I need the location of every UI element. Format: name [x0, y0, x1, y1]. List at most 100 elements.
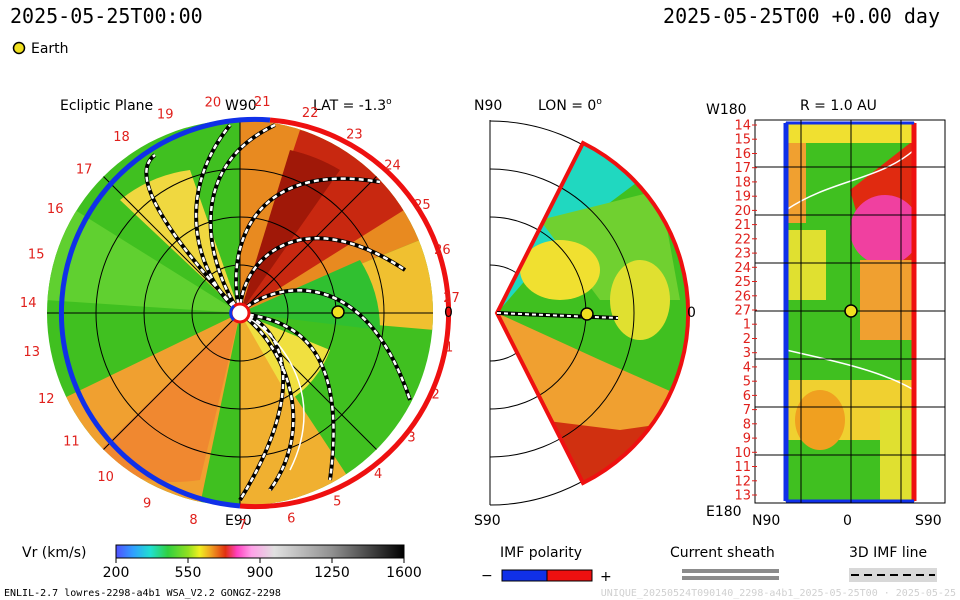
radial-tick-label: 16 — [734, 147, 751, 162]
radial-tick-label: 20 — [734, 204, 751, 219]
radial-tick-label: 21 — [734, 218, 751, 233]
colorbar-gradient — [115, 544, 405, 559]
radial-tick-label: 3 — [743, 346, 751, 361]
footer-run-id: UNIQUE_20250524T090140_2298-a4b1_2025-05… — [601, 588, 956, 599]
imf-line-title: 3D IMF line — [849, 545, 927, 561]
polarity-negative-swatch — [501, 569, 548, 582]
radial-x-label-s90: S90 — [915, 513, 942, 529]
carrington-tick-label: 3 — [407, 431, 415, 446]
carrington-tick-label: 10 — [97, 470, 114, 485]
radial-x-label-n90: N90 — [752, 513, 780, 529]
radial-tick-label: 13 — [734, 489, 751, 504]
polarity-rim-negative — [58, 116, 271, 509]
radial-tick-label: 12 — [734, 474, 751, 489]
carrington-tick-label: 26 — [434, 243, 451, 258]
carrington-tick-label: 11 — [63, 435, 80, 450]
meridional-top-label: N90 — [474, 98, 502, 114]
radial-tick-label: 9 — [743, 432, 751, 447]
radial-tick-label: 19 — [734, 190, 751, 205]
meridional-wedge-outline — [494, 140, 691, 486]
carrington-tick-label: 19 — [157, 108, 174, 123]
meridional-panel: N90 S90 LON = 0o 0 — [474, 97, 696, 529]
radial-bottom-left-label: E180 — [706, 504, 742, 520]
radial-tick-label: 25 — [734, 275, 751, 290]
radial-tick-label: 14 — [734, 119, 751, 134]
radial-tick-label: 23 — [734, 247, 751, 262]
carrington-tick-label: 15 — [28, 248, 45, 263]
colorbar-tick-label: 550 — [175, 565, 202, 581]
imf-polarity-title: IMF polarity — [500, 545, 582, 561]
colorbar-tick-label: 1250 — [314, 565, 350, 581]
earth-legend-label: Earth — [31, 41, 69, 57]
carrington-tick-label: 22 — [302, 106, 319, 121]
radial-tick-label: 7 — [743, 403, 751, 418]
radial-tick-label: 17 — [734, 161, 751, 176]
carrington-tick-label: 17 — [76, 162, 93, 177]
vr-colorbar: Vr (km/s) 200 550 900 1250 1600 — [22, 544, 422, 581]
current-sheet-line — [239, 312, 305, 471]
ecliptic-title: Ecliptic Plane — [60, 98, 153, 114]
imf-polarity-legend: IMF polarity − + — [481, 545, 612, 585]
carrington-tick-label: 1 — [445, 340, 453, 355]
radial-tick-label: 26 — [734, 289, 751, 304]
colorbar-tick-label: 900 — [247, 565, 274, 581]
carrington-tick-label: 8 — [189, 513, 197, 528]
radial-tick-label: 8 — [743, 417, 751, 432]
longitude-label: LON = 0o — [538, 97, 602, 114]
colorbar-label: Vr (km/s) — [22, 545, 86, 561]
radial-top-left-label: W180 — [706, 102, 747, 118]
radial-tick-label: 5 — [743, 375, 751, 390]
radial-title: R = 1.0 AU — [800, 98, 877, 114]
current-sheath-title: Current sheath — [670, 545, 775, 561]
radial-tick-label: 24 — [734, 261, 751, 276]
carrington-tick-label: 16 — [47, 202, 64, 217]
polarity-positive-swatch — [546, 569, 593, 582]
carrington-tick-label: 4 — [374, 467, 382, 482]
radial-tick-label: 10 — [734, 446, 751, 461]
carrington-tick-label: 14 — [20, 296, 37, 311]
earth-legend-marker — [12, 41, 26, 55]
carrington-tick-label: 21 — [254, 95, 271, 110]
time-label-left: 2025-05-25T00:00 — [10, 4, 203, 28]
imf-line-legend: 3D IMF line — [849, 545, 937, 582]
meridional-bottom-label: S90 — [474, 513, 501, 529]
colorbar-tick-label: 200 — [103, 565, 130, 581]
ecliptic-panel: Ecliptic Plane W90 E90 0 LAT = -1.3o 271… — [20, 95, 460, 533]
carrington-tick-label: 18 — [113, 130, 130, 145]
radial-tick-label: 15 — [734, 133, 751, 148]
ecliptic-top-label: W90 — [225, 98, 257, 114]
radial-tick-label: 6 — [743, 389, 751, 404]
colorbar-tick-label: 1600 — [386, 565, 422, 581]
radial-x-label-0: 0 — [843, 513, 852, 529]
radial-tick-label: 11 — [734, 460, 751, 475]
carrington-tick-label: 27 — [443, 291, 460, 306]
radial-carrington-ticks: 1415161718192021222324252627123456789101… — [734, 119, 757, 504]
carrington-tick-label: 2 — [431, 388, 439, 403]
carrington-tick-label: 7 — [238, 518, 246, 533]
earth-marker-radial — [844, 304, 858, 318]
radial-tick-label: 18 — [734, 175, 751, 190]
carrington-tick-label: 13 — [23, 345, 40, 360]
ecliptic-right-label: 0 — [444, 305, 453, 321]
radial-tick-label: 4 — [743, 360, 751, 375]
carrington-tick-label: 24 — [384, 159, 401, 174]
carrington-tick-label: 25 — [414, 198, 431, 213]
current-sheath-swatch — [682, 569, 779, 573]
latitude-label: LAT = -1.3o — [313, 97, 392, 114]
imf-polarity-plus: + — [600, 569, 612, 585]
radial-tick-label: 1 — [743, 318, 751, 333]
carrington-tick-label: 5 — [333, 494, 341, 509]
carrington-tick-label: 20 — [205, 96, 222, 111]
time-label-right: 2025-05-25T00 +0.00 day — [663, 4, 940, 28]
radial-tick-label: 22 — [734, 232, 751, 247]
radial-tick-label: 27 — [734, 304, 751, 319]
ecliptic-bottom-label: E90 — [225, 513, 252, 529]
radial-tick-label: 2 — [743, 332, 751, 347]
carrington-tick-label: 9 — [143, 497, 151, 512]
footer-model-info: ENLIL-2.7 lowres-2298-a4b1 WSA_V2.2 GONG… — [4, 588, 281, 599]
polarity-rim-positive — [239, 117, 452, 510]
earth-marker-meridional — [580, 307, 594, 321]
carrington-tick-label: 23 — [346, 128, 363, 143]
